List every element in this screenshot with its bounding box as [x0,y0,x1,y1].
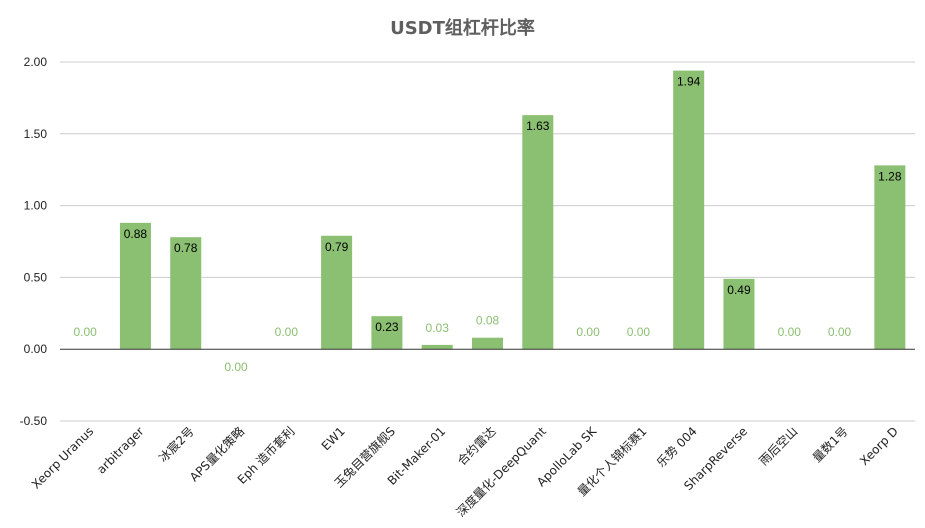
y-tick-label: 0.00 [24,342,48,356]
data-label: 0.49 [727,283,751,297]
bar [371,316,403,350]
x-tick-label: 深度量化-DeepQuant [453,423,549,519]
data-label: 0.00 [778,325,802,339]
data-label: 1.28 [878,169,902,183]
bar [421,344,453,350]
data-label: 1.94 [677,75,701,89]
y-tick-label: 1.50 [24,127,48,141]
data-label: 0.00 [224,360,248,374]
bar [119,222,151,350]
data-label: 0.78 [174,241,198,255]
bar [874,165,906,350]
x-tick-label: Xeorp Uranus [29,424,96,491]
y-tick-label: 1.00 [24,199,48,213]
bar [321,235,353,350]
data-label: 0.00 [828,325,852,339]
data-label: 0.00 [576,325,600,339]
data-label: 0.00 [627,325,651,339]
x-tick-label: arbitrager [94,424,146,476]
bar [472,337,503,350]
bar [522,115,554,350]
data-label: 0.79 [325,240,349,254]
y-tick-label: -0.50 [20,414,48,428]
x-tick-label: 雨后空山 [757,424,801,468]
data-label: 0.23 [375,320,399,334]
y-tick-label: 0.50 [24,270,48,284]
x-tick-label: 合约雷达 [454,424,499,469]
bar [673,70,705,350]
x-tick-label: 冰宸2号 [155,424,196,465]
data-label: 0.00 [275,325,299,339]
chart-title: USDT组杠杆比率 [390,18,535,39]
y-tick-label: 2.00 [24,55,48,69]
bar [723,278,755,350]
data-label: 1.63 [526,119,550,133]
x-tick-label: 量数1号 [809,424,850,465]
data-label: 0.88 [124,227,148,241]
x-tick-label: 乐势 004 [654,424,700,470]
data-label: 0.03 [426,321,450,335]
bar [170,237,202,350]
data-label: 0.00 [73,325,97,339]
x-tick-label: EW1 [319,424,348,453]
data-label: 0.08 [476,314,500,328]
x-tick-label: Xeorp D [857,424,901,468]
